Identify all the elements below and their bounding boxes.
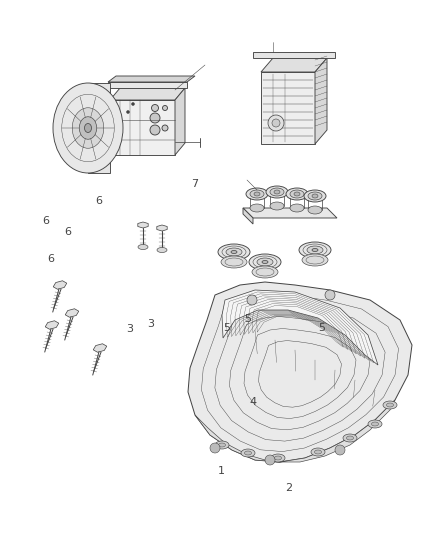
Circle shape [272,119,280,127]
Ellipse shape [308,192,322,200]
Ellipse shape [275,456,282,460]
Text: 6: 6 [64,227,71,237]
Ellipse shape [221,256,247,268]
Circle shape [162,106,167,110]
Circle shape [247,295,257,305]
Ellipse shape [250,190,264,198]
Polygon shape [138,222,148,228]
Ellipse shape [307,246,323,254]
Ellipse shape [290,190,304,198]
Ellipse shape [274,190,280,194]
Ellipse shape [53,83,123,173]
Circle shape [127,110,130,114]
Circle shape [150,113,160,123]
Circle shape [152,104,159,111]
Text: 6: 6 [95,197,102,206]
Ellipse shape [386,403,393,407]
Ellipse shape [252,266,278,278]
Ellipse shape [312,194,318,198]
Circle shape [265,455,275,465]
Circle shape [210,443,220,453]
Ellipse shape [383,401,397,409]
Polygon shape [222,290,378,365]
Circle shape [162,125,168,131]
Text: 7: 7 [191,179,198,189]
Ellipse shape [290,204,304,212]
Polygon shape [53,281,67,289]
Ellipse shape [286,188,308,200]
Ellipse shape [294,192,300,196]
Ellipse shape [314,450,321,454]
Ellipse shape [226,248,242,256]
Polygon shape [108,82,187,88]
Circle shape [325,290,335,300]
Ellipse shape [257,258,273,266]
Ellipse shape [270,188,284,196]
Polygon shape [93,344,107,352]
Polygon shape [110,100,175,155]
Text: 4: 4 [249,398,256,407]
Polygon shape [157,225,167,231]
Ellipse shape [215,441,229,449]
Ellipse shape [262,261,268,263]
Ellipse shape [218,244,250,260]
Polygon shape [253,52,335,58]
Ellipse shape [249,254,281,270]
Ellipse shape [308,206,322,214]
Ellipse shape [219,443,226,447]
Ellipse shape [85,124,92,133]
Ellipse shape [271,454,285,462]
Polygon shape [65,309,79,317]
Text: 6: 6 [47,254,54,263]
Ellipse shape [246,188,268,200]
Text: 6: 6 [42,216,49,226]
Polygon shape [110,88,185,100]
Ellipse shape [304,190,326,202]
Ellipse shape [79,117,97,139]
Text: 5: 5 [318,323,325,333]
Ellipse shape [371,422,378,426]
Text: 2: 2 [285,483,292,492]
Polygon shape [45,321,59,329]
Ellipse shape [138,245,148,249]
Circle shape [131,102,134,106]
Text: 5: 5 [223,323,230,333]
Circle shape [335,445,345,455]
Ellipse shape [241,449,255,457]
Circle shape [268,115,284,131]
Polygon shape [108,76,195,82]
Polygon shape [88,83,110,173]
Ellipse shape [302,254,328,266]
Ellipse shape [346,436,353,440]
Polygon shape [261,58,327,72]
Text: 5: 5 [244,314,251,324]
Polygon shape [188,282,412,462]
Polygon shape [261,72,315,144]
Polygon shape [195,400,395,462]
Ellipse shape [368,420,382,428]
Ellipse shape [254,192,260,196]
Text: 3: 3 [148,319,155,329]
Circle shape [150,125,160,135]
Ellipse shape [231,251,237,254]
Polygon shape [175,88,185,155]
Ellipse shape [244,451,251,455]
Polygon shape [243,208,253,224]
Text: 1: 1 [218,466,225,475]
Ellipse shape [72,108,104,148]
Ellipse shape [343,434,357,442]
Ellipse shape [311,448,325,456]
Ellipse shape [250,204,264,212]
Text: 3: 3 [126,325,133,334]
Polygon shape [315,58,327,144]
Ellipse shape [157,247,167,253]
Ellipse shape [266,186,288,198]
Ellipse shape [299,242,331,258]
Ellipse shape [270,202,284,210]
Polygon shape [243,208,337,218]
Ellipse shape [312,248,318,252]
